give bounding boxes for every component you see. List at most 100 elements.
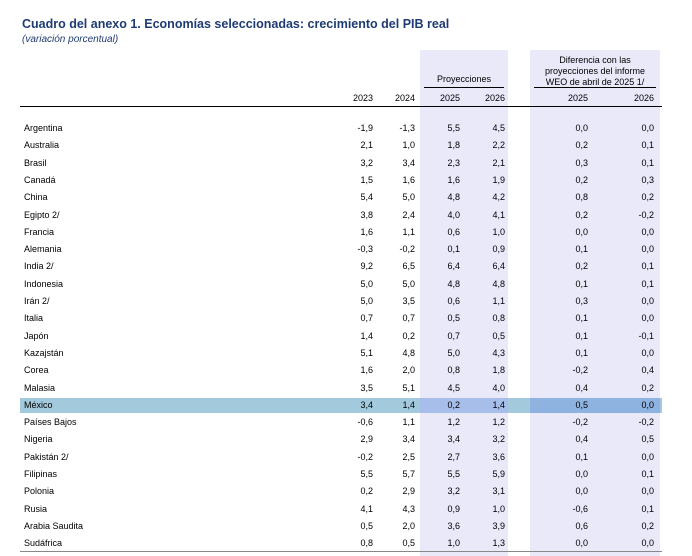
value-cell: 0,1 [575, 347, 588, 358]
value-cell: 4,1 [360, 503, 373, 514]
table-row: Pakistán 2/ -0,2 2,5 2,7 3,6 0,1 0,0 [0, 450, 692, 467]
value-cell: 1,2 [492, 417, 505, 428]
value-cell: 0,1 [641, 157, 654, 168]
value-cell: 5,9 [492, 469, 505, 479]
value-cell: 0,2 [641, 520, 654, 531]
table-row: Brasil 3,2 3,4 2,3 2,1 0,3 0,1 [0, 156, 692, 173]
table-row: Rusia 4,1 4,3 0,9 1,0 -0,6 0,1 [0, 502, 692, 519]
value-cell: 1,9 [492, 174, 505, 185]
value-cell: 0,3 [575, 296, 588, 306]
value-cell: 0,0 [641, 538, 654, 549]
value-cell: 4,1 [492, 209, 505, 220]
table-title: Cuadro del anexo 1. Economías selecciona… [22, 17, 450, 31]
value-cell: 3,6 [492, 451, 505, 462]
value-cell: 0,0 [575, 486, 588, 497]
country-name: Egipto 2/ [24, 209, 60, 220]
value-cell: 2,3 [447, 157, 460, 168]
value-cell: 0,1 [575, 313, 588, 324]
value-cell: 0,1 [575, 330, 588, 341]
table-row: Kazajstán 5,1 4,8 5,0 4,3 0,1 0,0 [0, 346, 692, 363]
country-name: Corea [24, 365, 49, 376]
value-cell: 2,5 [402, 451, 415, 462]
value-cell: 1,6 [360, 365, 373, 376]
value-cell: -0,2 [357, 451, 373, 462]
value-cell: 3,1 [492, 486, 505, 497]
year-header-2025-proj: 2025 [439, 93, 460, 103]
value-cell: 0,1 [447, 244, 460, 255]
table-row: Alemania -0,3 -0,2 0,1 0,9 0,1 0,0 [0, 242, 692, 259]
value-cell: 0,8 [575, 192, 588, 203]
value-cell: 0,0 [641, 244, 654, 255]
value-cell: 4,8 [447, 278, 460, 289]
difference-rule [534, 87, 656, 88]
country-name: Sudáfrica [24, 538, 63, 549]
value-cell: 4,3 [402, 503, 415, 514]
difference-header-line3: WEO de abril de 2025 1/ [545, 77, 645, 87]
value-cell: 0,0 [641, 123, 654, 133]
value-cell: 0,1 [641, 503, 654, 514]
country-name: Rusia [24, 503, 48, 514]
value-cell: 0,2 [575, 140, 588, 151]
value-cell: 3,4 [402, 157, 415, 168]
country-name: Japón [24, 330, 49, 341]
value-cell: 3,6 [447, 520, 460, 531]
value-cell: 0,2 [575, 261, 588, 272]
value-cell: 5,1 [402, 382, 415, 393]
value-cell: 0,3 [575, 157, 588, 168]
value-cell: 0,5 [447, 313, 460, 324]
value-cell: 0,0 [641, 313, 654, 324]
value-cell: 3,4 [360, 399, 373, 410]
table-row: Filipinas 5,5 5,7 5,5 5,9 0,0 0,1 [0, 467, 692, 484]
value-cell: 1,0 [492, 226, 505, 237]
value-cell: 0,1 [641, 140, 654, 151]
value-cell: 1,3 [492, 538, 505, 549]
value-cell: 5,5 [447, 123, 460, 133]
country-name: Irán 2/ [24, 296, 50, 306]
table-row: Francia 1,6 1,1 0,6 1,0 0,0 0,0 [0, 225, 692, 242]
table-row: Nigeria 2,9 3,4 3,4 3,2 0,4 0,5 [0, 432, 692, 449]
year-header-2026-diff: 2026 [633, 93, 654, 103]
value-cell: 2,1 [360, 140, 373, 151]
value-cell: 3,5 [402, 296, 415, 306]
value-cell: 1,2 [447, 417, 460, 428]
country-name: Francia [24, 226, 55, 237]
value-cell: 2,0 [402, 365, 415, 376]
value-cell: 6,4 [447, 261, 460, 272]
country-name: Brasil [24, 157, 47, 168]
table-row: Arabia Saudita 0,5 2,0 3,6 3,9 0,6 0,2 [0, 519, 692, 536]
value-cell: 5,0 [360, 296, 373, 306]
country-name: Pakistán 2/ [24, 451, 69, 462]
value-cell: 1,1 [402, 417, 415, 428]
value-cell: -0,2 [572, 365, 588, 376]
value-cell: 1,4 [360, 330, 373, 341]
country-name: Canadá [24, 174, 56, 185]
country-name: Nigeria [24, 434, 53, 445]
value-cell: 2,9 [360, 434, 373, 445]
difference-header-line1: Diferencia con las [559, 55, 631, 65]
country-name: Países Bajos [24, 417, 77, 428]
value-cell: 1,4 [492, 399, 505, 410]
value-cell: 0,0 [575, 538, 588, 549]
table-row: Malasia 3,5 5,1 4,5 4,0 0,4 0,2 [0, 381, 692, 398]
value-cell: 0,6 [447, 296, 460, 306]
highlight-row-difference [530, 398, 660, 413]
value-cell: 0,0 [641, 226, 654, 237]
table-row: Canadá 1,5 1,6 1,6 1,9 0,2 0,3 [0, 173, 692, 190]
value-cell: 0,2 [360, 486, 373, 497]
value-cell: -0,6 [357, 417, 373, 428]
country-name: Malasia [24, 382, 56, 393]
value-cell: 1,1 [492, 296, 505, 306]
table-row: Egipto 2/3,8 2,4 4,0 4,1 0,2 -0,2 [0, 208, 692, 225]
value-cell: 0,4 [641, 365, 654, 376]
country-name: Arabia Saudita [24, 520, 84, 531]
value-cell: 5,5 [447, 469, 460, 479]
value-cell: 2,7 [447, 451, 460, 462]
value-cell: -0,6 [572, 503, 588, 514]
value-cell: 1,0 [402, 140, 415, 151]
value-cell: 5,0 [402, 278, 415, 289]
value-cell: 4,5 [492, 123, 505, 133]
value-cell: 9,2 [360, 261, 373, 272]
value-cell: 0,0 [641, 451, 654, 462]
value-cell: 2,2 [492, 140, 505, 151]
value-cell: 0,7 [447, 330, 460, 341]
